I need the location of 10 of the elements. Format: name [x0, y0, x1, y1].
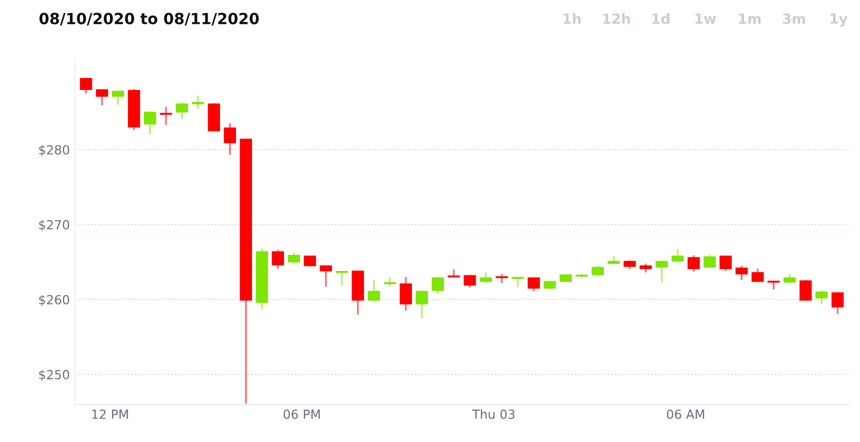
chart-title: 08/10/2020 to 08/11/2020 — [39, 12, 259, 26]
y-tick-label: $270 — [39, 220, 70, 232]
y-tick-label: $260 — [39, 294, 70, 306]
candlestick — [800, 279, 812, 302]
y-tick-label: $250 — [39, 370, 70, 382]
x-tick-label: 12 PM — [92, 410, 128, 419]
x-tick-label: 06 PM — [284, 410, 320, 419]
x-tick-label: Thu 03 — [472, 409, 514, 419]
x-tick-label: 06 AM — [666, 410, 704, 419]
y-tick-label: $280 — [39, 144, 70, 156]
